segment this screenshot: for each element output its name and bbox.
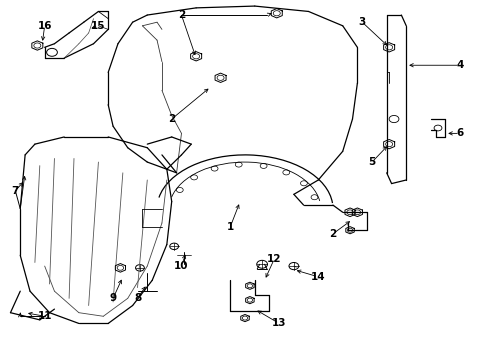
- Text: 5: 5: [368, 157, 376, 167]
- Text: 7: 7: [12, 186, 19, 196]
- Text: 15: 15: [91, 21, 106, 31]
- Text: 1: 1: [227, 222, 234, 231]
- Text: 11: 11: [37, 311, 52, 321]
- Text: 16: 16: [37, 21, 52, 31]
- Text: 2: 2: [178, 10, 185, 20]
- Text: 2: 2: [329, 229, 337, 239]
- Text: 6: 6: [456, 129, 464, 138]
- Text: 13: 13: [272, 319, 287, 328]
- Text: 2: 2: [168, 114, 175, 124]
- Text: 8: 8: [134, 293, 141, 303]
- Text: 9: 9: [109, 293, 117, 303]
- Text: 10: 10: [174, 261, 189, 271]
- Text: 14: 14: [311, 272, 325, 282]
- Text: 4: 4: [456, 60, 464, 70]
- Text: 3: 3: [359, 17, 366, 27]
- Text: 12: 12: [267, 254, 282, 264]
